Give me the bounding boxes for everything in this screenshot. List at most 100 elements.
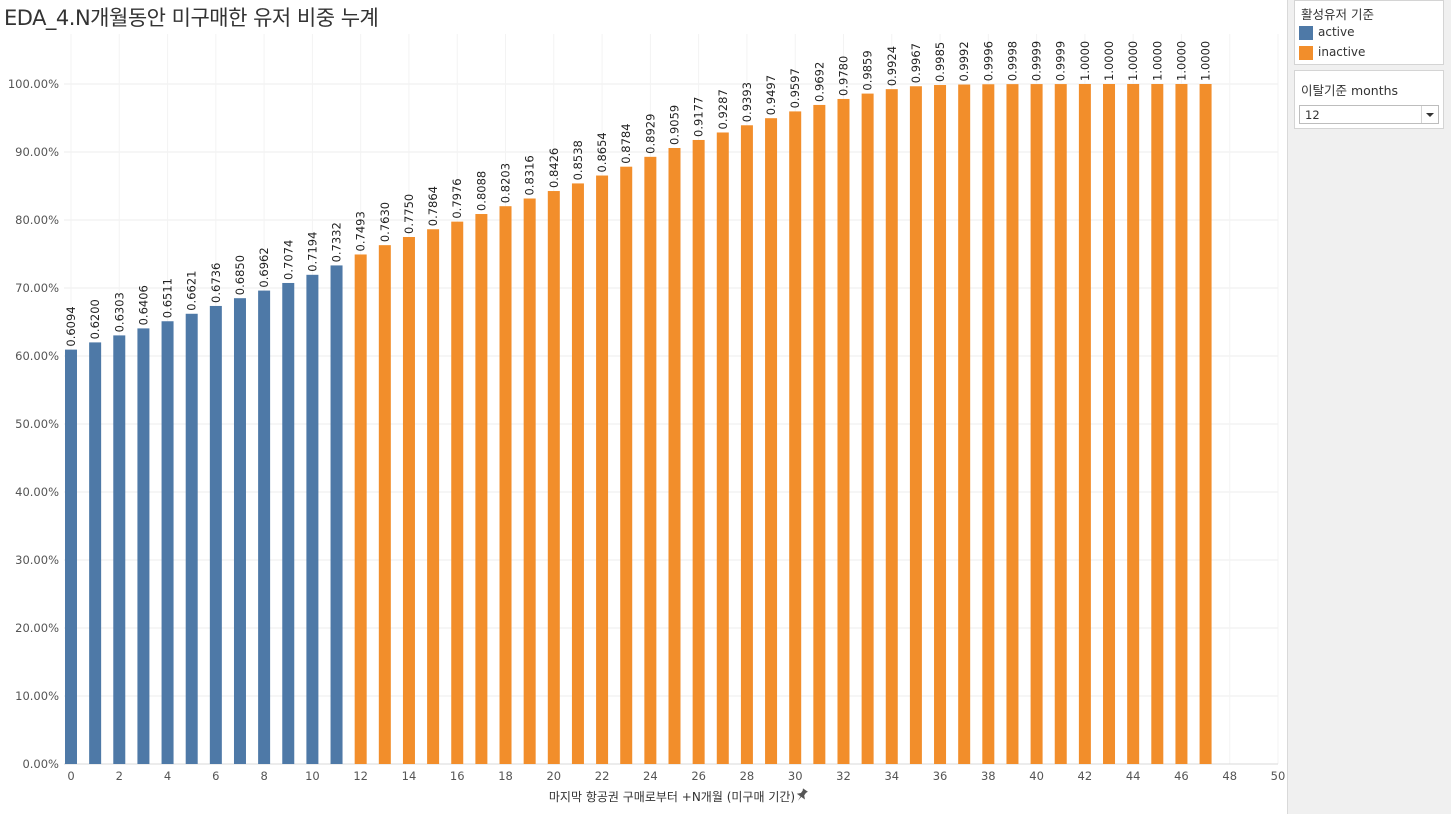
bar-value-label: 0.6406 [136,285,150,325]
x-tick-label: 34 [884,769,899,783]
bar-inactive[interactable] [427,229,440,765]
bar-active[interactable] [282,282,295,764]
bar-value-label: 0.6303 [112,292,126,332]
bar-inactive[interactable] [1151,84,1164,764]
bar-inactive[interactable] [451,221,464,764]
x-axis-title: 마지막 항공권 구매로부터 +N개월 (미구매 기간) [549,790,795,804]
bar-inactive[interactable] [668,147,681,764]
bar-value-label: 0.6511 [161,278,175,318]
legend-item-active[interactable]: active [1299,25,1439,41]
bar-inactive[interactable] [740,125,753,764]
bar-value-label: 0.9393 [740,82,754,122]
y-tick-label: 90.00% [15,145,59,159]
bar-active[interactable] [89,342,102,764]
y-tick-label: 0.00% [22,757,59,771]
y-tick-label: 100.00% [8,77,59,91]
bar-inactive[interactable] [789,111,802,765]
bar-value-label: 0.9967 [909,43,923,83]
bar-inactive[interactable] [1175,84,1188,764]
bar-active[interactable] [233,298,246,764]
bar-inactive[interactable] [934,85,947,764]
bar-active[interactable] [113,335,126,764]
x-tick-label: 42 [1078,769,1093,783]
bar-inactive[interactable] [1103,84,1116,764]
bar-inactive[interactable] [499,206,512,765]
bar-value-label: 0.7332 [330,222,344,262]
bar-inactive[interactable] [1054,84,1067,765]
bar-active[interactable] [185,313,198,764]
bar-active[interactable] [65,349,77,764]
bar-active[interactable] [161,321,174,764]
bar-inactive[interactable] [813,104,826,765]
bar-value-label: 0.9497 [764,75,778,115]
y-axis-ticks: 0.00% 10.00% 20.00% 30.00% 40.00% 50.00% 60.00… [8,77,59,771]
bar-inactive[interactable] [354,254,367,764]
bar-value-label: 0.9985 [933,42,947,82]
bar-value-label: 0.9996 [981,41,995,81]
x-tick-label: 16 [450,769,465,783]
x-tick-label: 24 [643,769,658,783]
bar-inactive[interactable] [571,183,584,764]
bar-value-label: 1.0000 [1150,41,1164,81]
bar-value-label: 0.8784 [619,123,633,163]
bar-inactive[interactable] [523,198,536,765]
bar-inactive[interactable] [716,132,729,764]
legend-swatch-inactive [1299,46,1313,60]
bar-inactive[interactable] [1199,84,1212,764]
bar-inactive[interactable] [1127,84,1140,764]
bar-inactive[interactable] [885,89,898,765]
bar-inactive[interactable] [402,237,415,764]
x-tick-label: 10 [305,769,320,783]
bar-inactive[interactable] [958,84,971,764]
bar-value-label: 0.8538 [571,140,585,180]
bar-inactive[interactable] [620,166,633,765]
bar-inactive[interactable] [644,156,657,764]
x-tick-label: 22 [595,769,610,783]
bar-value-label: 0.9999 [1030,41,1044,81]
bar-value-label: 0.6200 [88,299,102,339]
bar-inactive[interactable] [547,191,560,765]
months-dropdown[interactable]: 12 [1299,105,1439,124]
bar-inactive[interactable] [1006,84,1019,765]
x-tick-label: 6 [212,769,219,783]
x-tick-label: 48 [1222,769,1237,783]
bar-inactive[interactable] [1030,84,1043,765]
x-tick-label: 40 [1029,769,1044,783]
bar-inactive[interactable] [475,214,488,765]
legend-label-inactive: inactive [1318,45,1366,59]
legend-item-inactive[interactable]: inactive [1299,45,1439,61]
bar-value-label: 1.0000 [1174,41,1188,81]
bar-value-label: 0.6094 [64,306,78,346]
bar-inactive[interactable] [982,84,995,765]
x-tick-label: 0 [67,769,74,783]
bar-value-label: 0.6736 [209,263,223,303]
y-tick-label: 80.00% [15,213,59,227]
x-tick-label: 50 [1271,769,1286,783]
bar-inactive[interactable] [909,86,922,764]
y-tick-label: 30.00% [15,553,59,567]
bar-inactive[interactable] [378,245,391,764]
bar-inactive[interactable] [596,175,609,764]
bar-active[interactable] [330,265,343,764]
bar-value-label: 1.0000 [1102,41,1116,81]
bar-active[interactable] [258,290,271,764]
bar-value-label: 0.8426 [547,148,561,188]
bar-inactive[interactable] [765,118,778,765]
bar-active[interactable] [209,305,222,764]
bar-value-label: 0.8929 [643,114,657,154]
bar-value-label: 0.7630 [378,202,392,242]
chevron-down-icon[interactable] [1421,106,1438,123]
x-tick-label: 4 [164,769,171,783]
pin-icon[interactable] [794,787,810,803]
bar-inactive[interactable] [837,98,850,764]
bar-value-label: 0.9780 [836,56,850,96]
bar-inactive[interactable] [692,139,705,764]
bar-value-label: 0.8316 [523,155,537,195]
bar-inactive[interactable] [1078,84,1091,764]
bar-active[interactable] [137,328,150,764]
x-tick-label: 8 [260,769,267,783]
x-tick-label: 20 [546,769,561,783]
bar-inactive[interactable] [861,93,874,764]
x-tick-label: 44 [1126,769,1141,783]
bar-active[interactable] [306,274,319,764]
